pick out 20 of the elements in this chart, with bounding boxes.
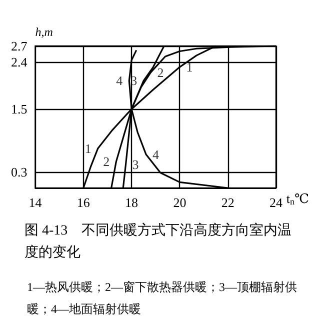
annotation: 2 [103,154,110,170]
annotation: 2 [157,64,164,80]
annotation: 4 [116,73,124,88]
annotation: 4 [152,146,160,162]
text: 1—热风供暖；2—窗下散热器供暖；3—顶棚辐射供暖；4—地面辐射供暖 [27,280,297,316]
x-tick-label: 24 [270,195,283,210]
y-tick-label: 2.7 [11,38,28,54]
x-tick-label: 18 [125,195,138,210]
y-tick-label: 1.5 [11,102,28,117]
y-tick-label: 2.4 [11,54,28,70]
text: 图 4-13 不同供暖方式下沿高度方向室内温度的变化 [24,222,292,260]
y-axis-title: h,m [35,25,54,39]
x-tick-label: 16 [76,195,90,210]
x-tick-label: 22 [221,195,234,210]
annotation: 1 [84,141,92,156]
annotation: 1 [186,60,193,75]
y-tick-label: 0.3 [11,164,28,180]
x-tick-label: 14 [28,195,42,210]
x-tick-label: 20 [173,195,186,210]
annotation: 3 [132,156,139,172]
